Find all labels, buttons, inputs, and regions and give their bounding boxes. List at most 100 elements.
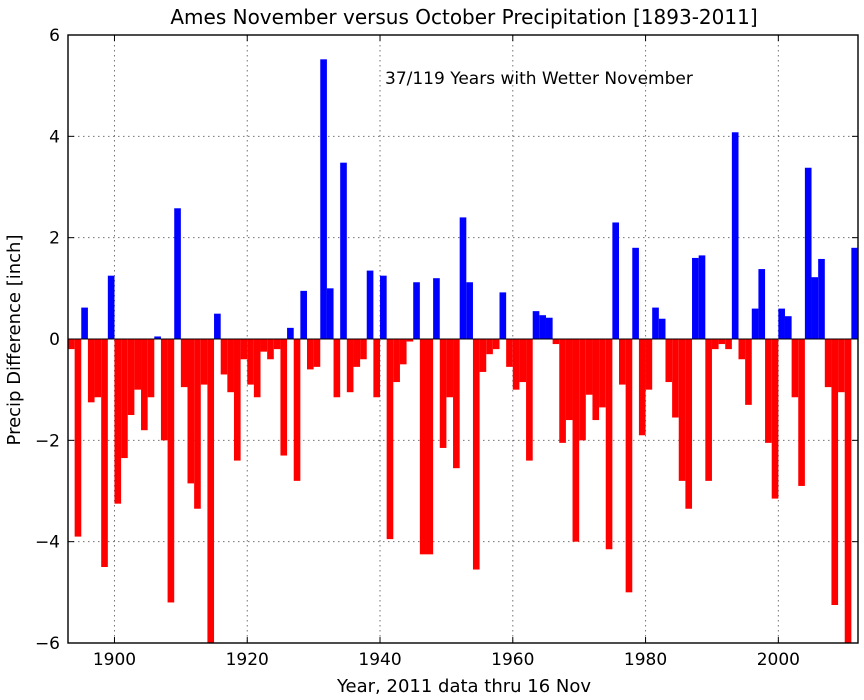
bar-1984: [672, 339, 679, 418]
bar-1989: [705, 339, 712, 481]
y-tick-label: −2: [35, 431, 60, 451]
bar-1927: [293, 339, 301, 481]
ticks-layer: 1900 1920 1940 1960 1980 2000 −6 −4 −2 0 2 4 6: [35, 26, 858, 670]
bar-1929: [306, 339, 314, 370]
bar-1934: [340, 162, 347, 339]
bar-1935: [346, 339, 354, 393]
bar-1917: [227, 339, 234, 393]
bar-1894: [74, 339, 82, 537]
bar-1907: [160, 339, 168, 441]
bar-1938: [366, 270, 374, 339]
bar-1898: [101, 339, 108, 567]
bar-1964: [539, 315, 546, 339]
bar-1899: [107, 275, 115, 339]
bar-1923: [267, 339, 274, 360]
bar-1952: [459, 217, 467, 339]
bar-1948: [433, 278, 440, 339]
bar-1901: [121, 339, 128, 459]
x-tick-label: 1900: [93, 650, 136, 670]
chart-title: Ames November versus October Precipitati…: [170, 5, 757, 29]
bar-1893: [68, 339, 75, 350]
bar-1939: [373, 339, 381, 398]
bar-1991: [718, 339, 726, 345]
y-tick-label: 2: [49, 229, 60, 249]
bar-1940: [380, 275, 387, 339]
bar-1962: [526, 339, 533, 461]
bar-1946: [419, 339, 427, 555]
bar-1999: [771, 339, 779, 499]
bar-1954: [472, 339, 480, 570]
bar-1931: [320, 59, 327, 339]
bar-1973: [599, 339, 606, 408]
y-tick-label: 0: [49, 330, 60, 350]
bar-1896: [87, 339, 95, 403]
bar-1941: [386, 339, 394, 540]
bar-1920: [247, 339, 254, 385]
bar-1900: [114, 339, 122, 504]
y-tick-label: 6: [49, 26, 60, 46]
bar-1988: [698, 255, 706, 339]
bar-1947: [426, 339, 434, 555]
bar-1986: [685, 339, 693, 509]
bar-2004: [804, 167, 812, 339]
bar-1936: [353, 339, 361, 367]
bar-1959: [506, 339, 513, 367]
bar-1975: [612, 222, 620, 339]
bar-1903: [134, 339, 142, 390]
bar-1993: [731, 132, 739, 339]
bar-1932: [326, 288, 334, 339]
bar-1897: [94, 339, 102, 398]
bar-1980: [645, 339, 653, 390]
bar-1990: [711, 339, 719, 350]
x-tick-label: 1920: [226, 650, 269, 670]
bar-2000: [778, 308, 785, 339]
bar-1966: [552, 339, 560, 345]
bar-1915: [214, 313, 221, 339]
bar-1967: [559, 339, 566, 443]
bar-1913: [200, 339, 208, 385]
bar-1963: [532, 311, 540, 339]
wetter-november-annotation: 37/119 Years with Wetter November: [385, 69, 693, 89]
bar-1992: [725, 339, 732, 350]
y-tick-label: 4: [49, 127, 60, 147]
bar-2003: [798, 339, 805, 486]
x-axis-label: Year, 2011 data thru 16 Nov: [336, 676, 591, 697]
bar-1937: [360, 339, 367, 360]
bar-1912: [194, 339, 201, 509]
x-tick-label: 1960: [491, 650, 534, 670]
bar-2002: [791, 339, 799, 398]
bar-1958: [499, 292, 507, 339]
y-tick-label: −6: [35, 634, 60, 654]
bar-1955: [479, 339, 487, 372]
bar-1978: [632, 247, 639, 339]
x-tick-label: 2000: [757, 650, 800, 670]
bar-1945: [413, 282, 420, 339]
bar-1921: [253, 339, 261, 398]
y-axis-label: Precip Difference [inch]: [4, 235, 25, 446]
bar-2009: [838, 339, 845, 393]
bar-1909: [174, 208, 181, 339]
bar-1979: [638, 339, 646, 436]
bar-1996: [751, 308, 759, 339]
bar-1943: [399, 339, 407, 365]
bar-1995: [745, 339, 752, 405]
bar-1944: [406, 339, 414, 342]
bar-2011: [851, 247, 858, 339]
bar-1916: [220, 339, 228, 375]
bar-1960: [512, 339, 520, 390]
bar-1949: [439, 339, 447, 448]
bar-1902: [127, 339, 135, 415]
bar-1974: [605, 339, 613, 550]
bar-2005: [811, 277, 819, 339]
bar-1977: [625, 339, 633, 593]
bar-1981: [652, 307, 659, 339]
bar-2010: [844, 339, 852, 643]
bar-1925: [280, 339, 288, 456]
bar-1961: [519, 339, 527, 383]
bar-1924: [273, 339, 281, 350]
bar-1911: [187, 339, 195, 484]
bar-2008: [831, 339, 839, 605]
bar-1904: [141, 339, 148, 431]
bar-2006: [818, 258, 825, 339]
